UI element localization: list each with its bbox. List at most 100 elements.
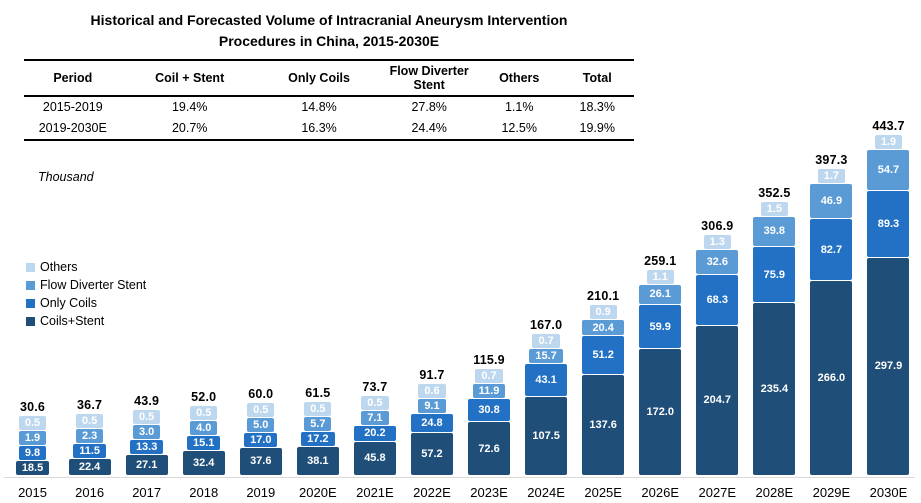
bar-group-2028e: 352.5 1.5 39.8 75.9 235.4 2028E — [746, 186, 803, 503]
segment-only-coils: 59.9 — [639, 304, 682, 349]
segment-only-coils: 17.2 — [301, 432, 335, 447]
legend-label: Flow Diverter Stent — [40, 278, 147, 292]
column-header-others: Others — [477, 60, 561, 97]
table-cell: 20.7% — [171, 121, 208, 135]
stacked-bar-chart: 30.6 0.5 1.9 9.8 18.5 2015 36.7 0.5 2.3 11.5 22.4 2… — [4, 119, 917, 503]
legend-swatch-others-icon — [26, 262, 35, 272]
table-cell: 2019-2030E — [38, 121, 107, 135]
x-axis-label: 2028E — [755, 485, 794, 500]
segment-only-coils: 75.9 — [753, 246, 796, 303]
segment-only-coils: 51.2 — [582, 336, 625, 374]
bar-total-label: 115.9 — [473, 352, 505, 367]
segment-flow-diverter-stent: 32.6 — [696, 249, 739, 274]
segment-only-coils: 11.5 — [73, 443, 106, 458]
report-header: Historical and Forecasted Volume of Intr… — [24, 6, 634, 141]
segment-others: 1.9 — [874, 135, 903, 150]
segment-flow-diverter-stent: 46.9 — [810, 184, 853, 219]
segment-only-coils: 30.8 — [468, 398, 511, 421]
table-cell: 19.4% — [171, 100, 208, 114]
column-header-period: Period — [24, 60, 122, 97]
table-cell: 18.3% — [579, 100, 615, 114]
segment-flow-diverter-stent: 7.1 — [361, 410, 389, 425]
table-cell: 19.9% — [579, 121, 615, 135]
bar-total-label: 30.6 — [19, 400, 46, 414]
x-axis-label: 2030E — [869, 485, 908, 500]
y-axis-unit-label: Thousand — [38, 170, 94, 184]
chart-title-line1: Historical and Forecasted Volume of Intr… — [90, 12, 568, 28]
bar-group-2017: 43.9 0.5 3.0 13.3 27.1 2017 — [118, 394, 175, 503]
bar-group-2015: 30.6 0.5 1.9 9.8 18.5 2015 — [4, 400, 61, 503]
legend-swatch-flow-diverter-stent-icon — [26, 280, 35, 290]
legend-swatch-only-coils-icon — [26, 298, 35, 308]
bar-group-2030e: 443.7 1.9 54.7 89.3 297.9 2030E — [860, 119, 917, 503]
segment-flow-diverter-stent: 26.1 — [639, 284, 682, 304]
segment-only-coils: 68.3 — [696, 274, 739, 325]
bar-group-2026e: 259.1 1.1 26.1 59.9 172.0 2026E — [632, 254, 689, 503]
bar-total-label: 60.0 — [248, 386, 274, 401]
x-axis-label: 2021E — [356, 485, 394, 500]
bar-total-label: 443.7 — [872, 119, 905, 134]
segment-coils-stent: 107.5 — [525, 396, 568, 475]
column-header-total: Total — [560, 60, 634, 97]
cagr-table: Period Coil + Stent Only Coils Flow Dive… — [24, 59, 634, 141]
x-axis-label: 2027E — [698, 485, 737, 500]
legend-item-only-coils: Only Coils — [26, 294, 146, 312]
segment-others: 0.5 — [75, 413, 104, 428]
segment-only-coils: 17.0 — [244, 432, 278, 447]
segment-coils-stent: 57.2 — [410, 433, 453, 475]
chart-title-line2: Procedures in China, 2015-2030E — [218, 33, 440, 49]
segment-coils-stent: 204.7 — [696, 325, 739, 475]
x-axis-label: 2023E — [470, 485, 508, 500]
segment-coils-stent: 32.4 — [182, 451, 225, 475]
segment-others: 1.3 — [703, 234, 731, 249]
table-cell: 16.3% — [301, 121, 337, 135]
bar-group-2020e: 61.5 0.5 5.7 17.2 38.1 2020E — [289, 386, 346, 503]
segment-coils-stent: 38.1 — [296, 447, 339, 475]
bar-total-label: 43.9 — [134, 394, 160, 409]
column-header-flow-diverter-stent: Flow Diverter Stent — [380, 60, 478, 97]
segment-others: 0.5 — [361, 395, 389, 410]
x-axis-label: 2025E — [584, 485, 622, 500]
segment-only-coils: 82.7 — [810, 219, 853, 280]
column-header-only-coils: Only Coils — [257, 60, 381, 97]
segment-flow-diverter-stent: 3.0 — [133, 425, 161, 440]
segment-flow-diverter-stent: 11.9 — [472, 383, 506, 398]
table-header-row: Period Coil + Stent Only Coils Flow Dive… — [24, 60, 634, 97]
segment-others: 1.5 — [760, 201, 788, 216]
legend-label: Only Coils — [40, 296, 97, 310]
bar-group-2018: 52.0 0.5 4.0 15.1 32.4 2018 — [175, 390, 232, 503]
x-axis-label: 2026E — [641, 485, 680, 500]
segment-coils-stent: 266.0 — [810, 280, 853, 475]
segment-others: 0.6 — [418, 384, 446, 399]
segment-coils-stent: 172.0 — [639, 349, 682, 475]
table-row: 2019-2030E 20.7% 16.3% 24.4% 12.5% 19.9% — [24, 118, 634, 140]
x-axis-label: 2015 — [18, 485, 47, 500]
bar-group-2019: 60.0 0.5 5.0 17.0 37.6 2019 — [232, 387, 289, 503]
segment-flow-diverter-stent: 15.7 — [529, 349, 563, 363]
table-cell: 27.8% — [411, 100, 447, 114]
segment-coils-stent: 22.4 — [68, 458, 111, 475]
table-cell: 2015-2019 — [42, 100, 103, 114]
segment-only-coils: 43.1 — [525, 364, 568, 396]
segment-flow-diverter-stent: 2.3 — [75, 428, 104, 443]
segment-others: 0.5 — [190, 406, 218, 421]
segment-others: 1.7 — [817, 169, 846, 184]
segment-others: 0.9 — [589, 305, 617, 320]
x-axis-label: 2019 — [246, 485, 276, 500]
x-axis-label: 2024E — [527, 485, 565, 500]
bar-total-label: 397.3 — [815, 153, 848, 168]
bar-total-label: 352.5 — [758, 185, 791, 200]
bar-group-2016: 36.7 0.5 2.3 11.5 22.4 2016 — [61, 398, 118, 503]
table-row: 2015-2019 19.4% 14.8% 27.8% 1.1% 18.3% — [24, 96, 634, 118]
bar-total-label: 36.7 — [77, 397, 103, 412]
segment-coils-stent: 37.6 — [239, 447, 282, 475]
segment-only-coils: 20.2 — [353, 425, 396, 441]
legend-label: Others — [40, 260, 78, 274]
bar-group-2022e: 91.7 0.6 9.1 24.8 57.2 2022E — [403, 368, 460, 503]
bar-group-2025e: 210.1 0.9 20.4 51.2 137.6 2025E — [575, 289, 632, 503]
table-cell: 14.8% — [301, 100, 337, 114]
segment-flow-diverter-stent: 39.8 — [753, 216, 796, 246]
segment-coils-stent: 72.6 — [468, 422, 511, 475]
segment-only-coils: 13.3 — [129, 440, 164, 455]
